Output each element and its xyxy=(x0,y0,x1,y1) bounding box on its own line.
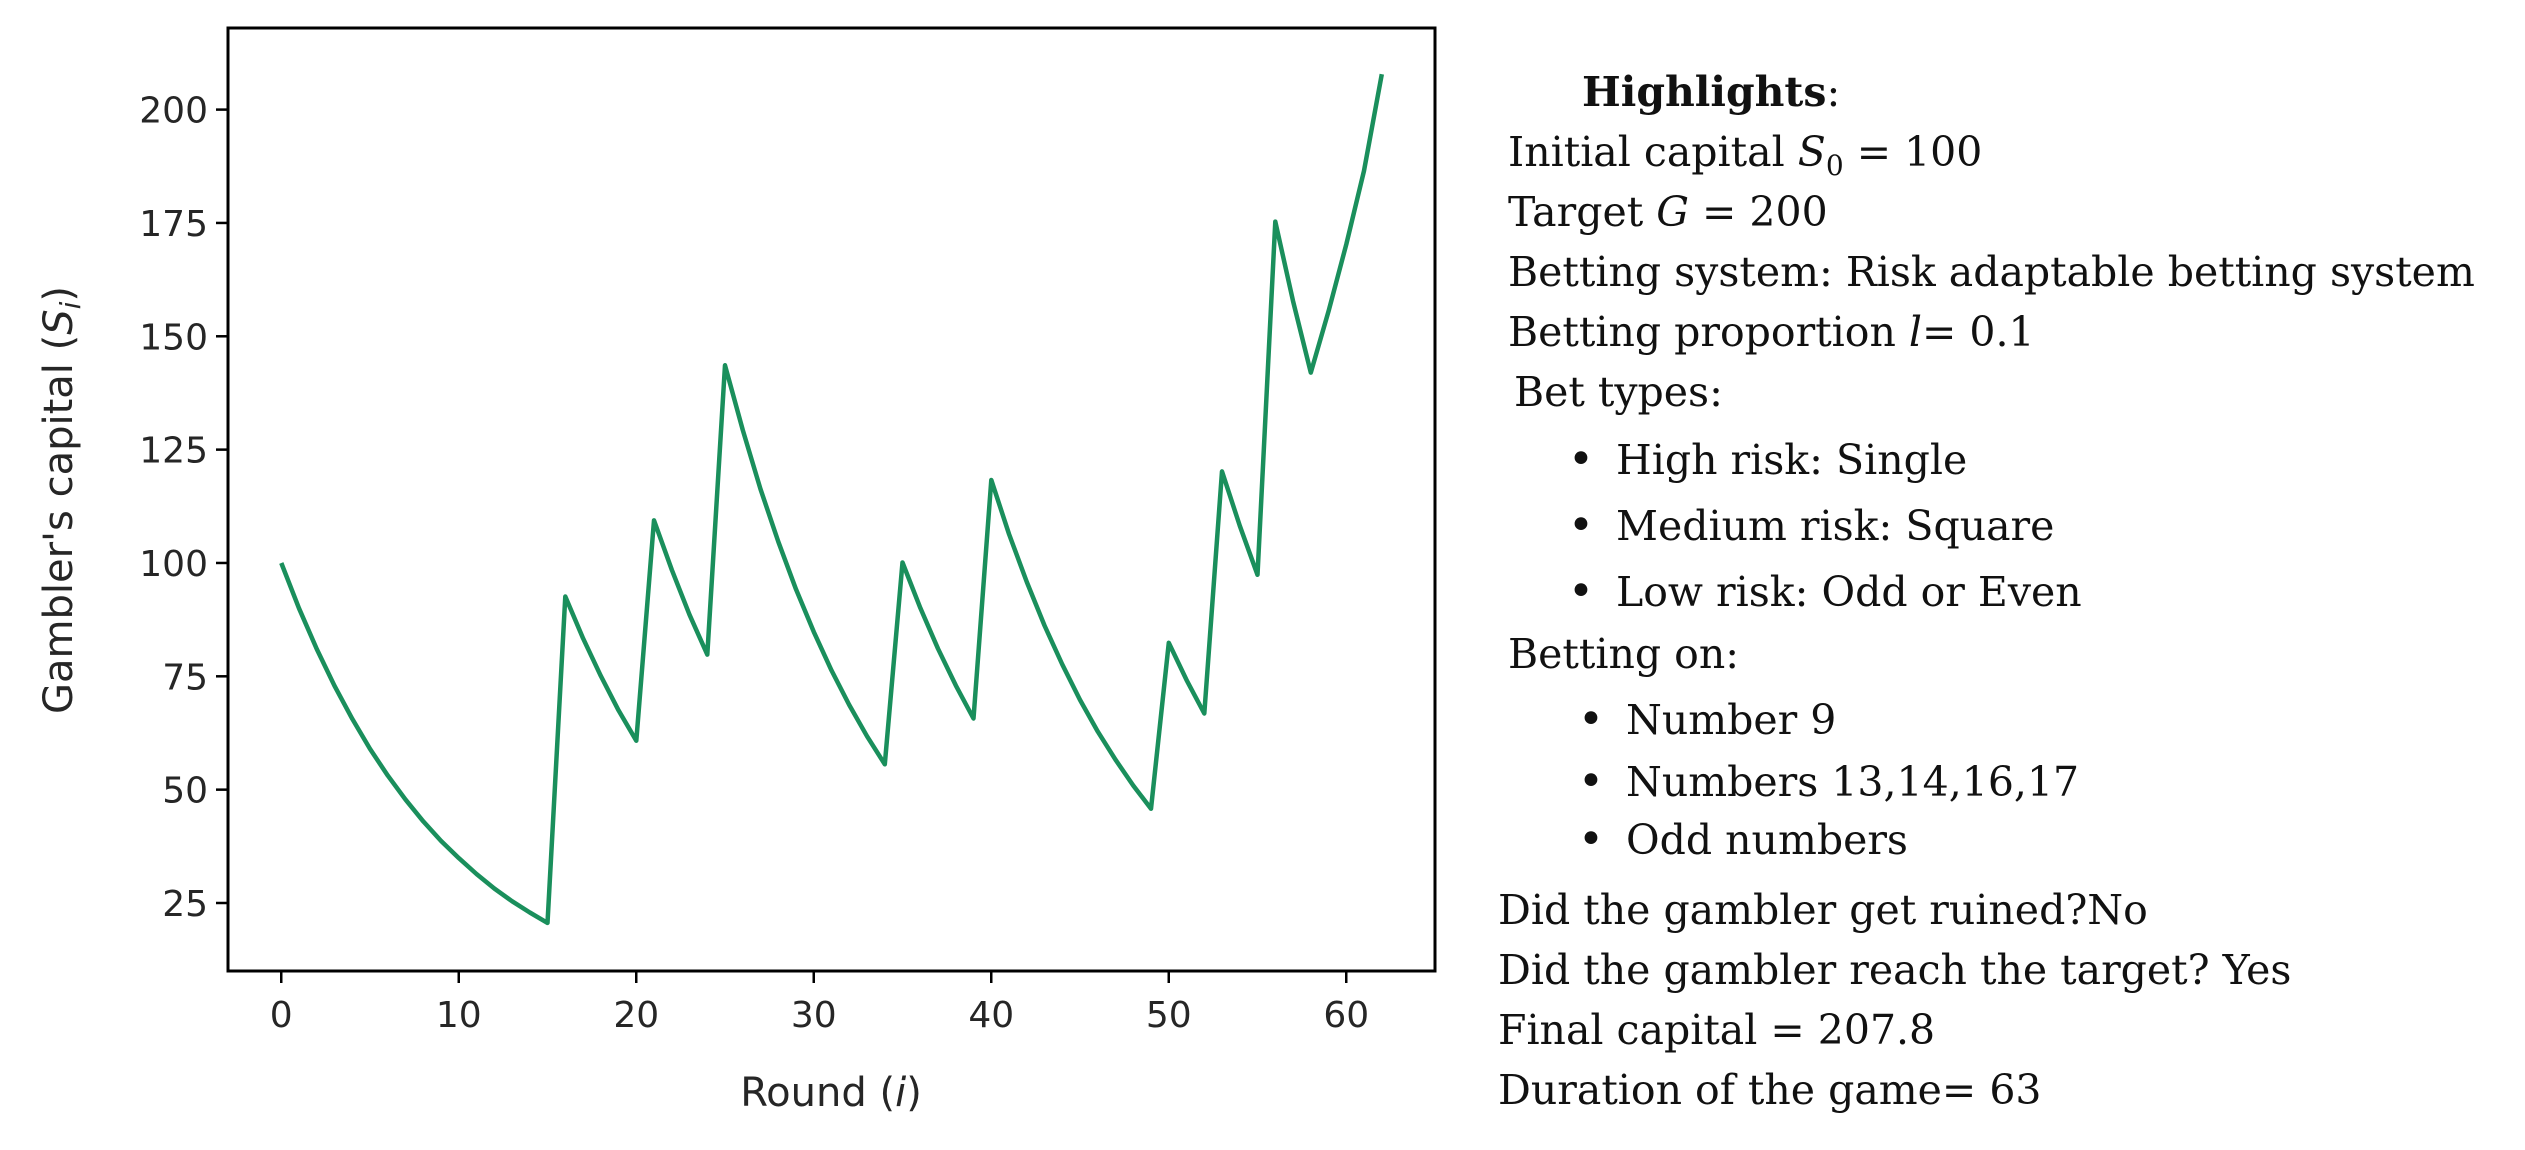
y-tick-label: 25 xyxy=(162,884,208,925)
y-tick-label: 125 xyxy=(139,431,208,472)
reached-target-line: Did the gambler reach the target? Yes xyxy=(1498,946,2292,994)
axis-ticks: 0 10 20 30 40 50 60 25 50 75 100 125 150 175 200 xyxy=(139,91,1369,1036)
y-tick-label: 150 xyxy=(139,317,208,358)
ruined-line: Did the gambler get ruined?No xyxy=(1498,886,2148,934)
bet-type-item: Medium risk: Square xyxy=(1568,504,2054,548)
betting-on-label: Betting on: xyxy=(1508,630,1740,678)
x-axis-label: Round (i) xyxy=(740,1070,922,1116)
final-capital-line: Final capital = 207.8 xyxy=(1498,1006,1936,1054)
y-tick-label: 75 xyxy=(162,657,208,698)
bet-type-item: Low risk: Odd or Even xyxy=(1568,570,2082,614)
plot-frame xyxy=(226,26,1437,973)
y-tick-label: 100 xyxy=(139,544,208,585)
capital-line-chart: 0 10 20 30 40 50 60 25 50 75 100 125 150 175 200 Round… xyxy=(36,26,1437,1116)
betting-system-line: Betting system: Risk adaptable betting s… xyxy=(1508,248,2475,296)
y-tick-label: 200 xyxy=(139,91,208,132)
bet-types-label: Bet types: xyxy=(1514,368,1723,416)
initial-capital-line: Initial capital S0 = 100 xyxy=(1508,128,1983,183)
x-tick-label: 0 xyxy=(270,995,293,1036)
capital-series-line xyxy=(279,73,1385,926)
y-tick-label: 175 xyxy=(139,204,208,245)
duration-line: Duration of the game= 63 xyxy=(1498,1066,2042,1114)
x-tick-label: 10 xyxy=(436,995,482,1036)
bet-type-item: High risk: Single xyxy=(1568,438,1967,482)
x-tick-label: 50 xyxy=(1146,995,1192,1036)
target-line: Target G = 200 xyxy=(1508,188,1828,236)
betting-proportion-line: Betting proportion l= 0.1 xyxy=(1508,308,2035,356)
y-tick-label: 50 xyxy=(162,771,208,812)
highlights-heading: Highlights: xyxy=(1582,68,1841,116)
betting-on-item: Numbers 13,14,16,17 xyxy=(1578,760,2079,804)
betting-on-item: Odd numbers xyxy=(1578,818,1908,862)
x-tick-label: 20 xyxy=(613,995,659,1036)
x-tick-label: 60 xyxy=(1323,995,1369,1036)
y-axis-label: Gambler's capital (Si) xyxy=(36,286,87,714)
x-tick-label: 40 xyxy=(968,995,1014,1036)
x-tick-label: 30 xyxy=(791,995,837,1036)
betting-on-item: Number 9 xyxy=(1578,698,1836,742)
